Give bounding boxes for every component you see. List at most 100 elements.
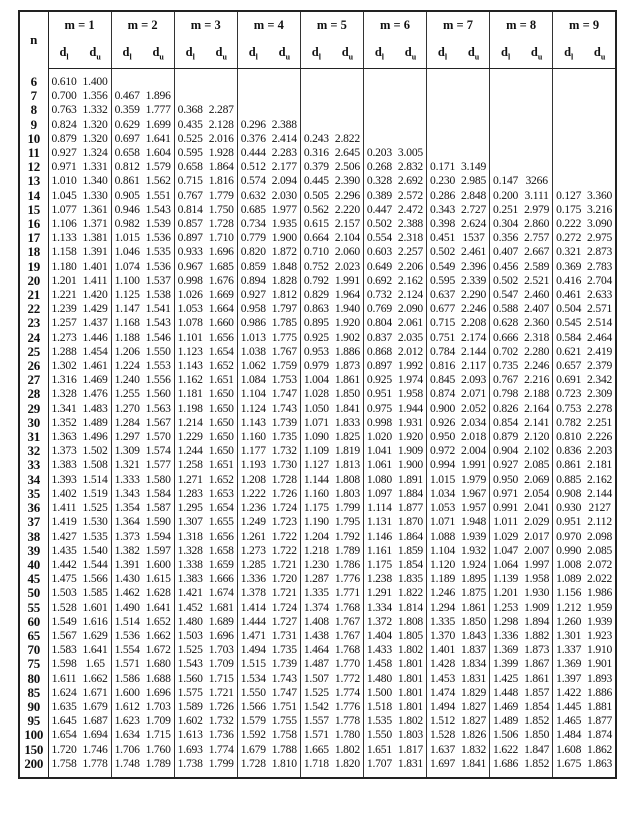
du-value-cell: 1.786 xyxy=(331,557,364,573)
table-row: 32 1.373 1.502 1.309 1.574 1.244 1.650 1.177 1.7… xyxy=(19,444,617,459)
bound-symbol: d xyxy=(59,44,67,59)
du-value-cell: 1.893 xyxy=(584,671,617,686)
du-value-cell: 1.584 xyxy=(142,486,175,502)
dl-value-cell: 0.782 xyxy=(556,415,582,429)
sample-size-cell: 90 xyxy=(19,699,49,715)
du-value-cell: 1.747 xyxy=(268,685,301,700)
du-value-cell: 1.731 xyxy=(268,628,301,644)
du-value-cell: 1.570 xyxy=(142,430,175,445)
sample-size-cell: 22 xyxy=(19,302,49,317)
du-value-cell: 2.181 xyxy=(584,458,617,473)
dl-value-cell: 1.571 xyxy=(114,657,140,671)
du-value-cell: 1.696 xyxy=(142,685,175,700)
du-value-cell: 1.656 xyxy=(205,529,238,544)
sample-size-cell: 26 xyxy=(19,358,49,374)
dl-value-cell: 0.982 xyxy=(114,217,140,231)
dl-value-cell: 0.951 xyxy=(366,387,392,401)
du-value-cell: 2.128 xyxy=(205,117,238,132)
dl-value-cell: 1.550 xyxy=(240,685,266,699)
dl-value-cell: 1.160 xyxy=(240,430,266,444)
du-value-cell: 2127 xyxy=(584,501,617,516)
du-value-cell xyxy=(331,75,364,90)
du-value-cell: 2.873 xyxy=(584,245,617,260)
dl-value-cell: 1.586 xyxy=(114,671,140,685)
dl-value-cell: 1.602 xyxy=(177,714,203,728)
du-value-cell: 1.777 xyxy=(142,103,175,118)
dl-value-cell: 1.097 xyxy=(366,486,392,500)
dl-value-cell: 1.239 xyxy=(51,302,77,316)
dl-value-cell: 1.156 xyxy=(556,586,582,600)
du-value-cell: 1.551 xyxy=(142,188,175,203)
sample-size-cell: 17 xyxy=(19,231,49,246)
dl-value-cell: 1.408 xyxy=(303,614,329,628)
dl-value-cell: 0.779 xyxy=(240,231,266,245)
dl-value-cell: 0.321 xyxy=(556,245,582,259)
du-value-cell: 1.641 xyxy=(79,643,112,658)
sample-size-cell: 35 xyxy=(19,486,49,502)
du-value-cell: 1.652 xyxy=(205,359,238,374)
dl-value-cell: 1.536 xyxy=(114,628,140,642)
dl-value-cell: 0.769 xyxy=(366,302,392,316)
dl-value-cell: 1.307 xyxy=(177,515,203,529)
du-value-cell: 1.585 xyxy=(79,586,112,601)
du-value-cell: 1.808 xyxy=(331,472,364,487)
sample-size-cell: 29 xyxy=(19,401,49,416)
dl-value-cell: 1.393 xyxy=(51,472,77,486)
du-value-cell: 1.822 xyxy=(394,586,427,601)
dl-value-cell: 1.506 xyxy=(493,728,519,742)
dl-value-cell: 1.489 xyxy=(493,714,519,728)
du-value-cell: 1.709 xyxy=(142,714,175,729)
dl-value-cell: 1.675 xyxy=(556,756,582,770)
dl-value-cell: 1.592 xyxy=(240,728,266,742)
dl-value-cell: 1.208 xyxy=(240,472,266,486)
du-value-cell: 2.246 xyxy=(458,302,491,317)
du-value-cell xyxy=(521,75,554,90)
du-value-cell: 1.753 xyxy=(268,373,301,388)
dl-value-cell: 1.336 xyxy=(493,628,519,642)
du-value-cell: 2.093 xyxy=(458,373,491,388)
sample-size-cell: 23 xyxy=(19,316,49,331)
du-value-cell: 1.805 xyxy=(394,628,427,644)
du-value-cell: 1.803 xyxy=(331,486,364,502)
dl-value-cell xyxy=(490,103,522,117)
du-value-cell: 2.339 xyxy=(458,273,491,289)
table-row: 39 1.435 1.540 1.382 1.597 1.328 1.658 1.273 1.7… xyxy=(19,543,617,558)
dl-value-cell: 1.697 xyxy=(429,756,456,770)
sample-size-cell: 65 xyxy=(19,628,49,644)
dl-value-cell: 0.200 xyxy=(493,188,519,202)
du-value-cell: 1.381 xyxy=(79,231,112,246)
dl-value-cell: 0.444 xyxy=(240,146,266,160)
dl-value-cell: 1.686 xyxy=(493,756,519,770)
dl-value-cell: 1.475 xyxy=(51,572,77,586)
dl-value-cell: 1.549 xyxy=(51,614,77,628)
du-value-cell: 1.597 xyxy=(142,543,175,558)
du-value-cell: 2.860 xyxy=(521,217,554,232)
dl-value-cell xyxy=(490,132,522,146)
du-value-cell: 1.910 xyxy=(584,643,617,658)
du-value-cell: 1.437 xyxy=(79,316,112,331)
dl-value-cell: 0.970 xyxy=(556,529,582,543)
du-value-cell: 1.594 xyxy=(142,529,175,544)
table-row: 29 1.341 1.483 1.270 1.563 1.198 1.650 1.124 1.7… xyxy=(19,401,617,416)
dl-value-cell: 0.857 xyxy=(177,217,203,231)
du-value-cell: 1.662 xyxy=(79,671,112,686)
dl-value-cell: 0.525 xyxy=(177,131,203,145)
du-value-cell xyxy=(331,117,364,132)
dl-value-cell: 1.053 xyxy=(177,302,203,316)
dl-value-cell: 0.861 xyxy=(556,458,582,472)
sample-size-cell: 31 xyxy=(19,429,49,445)
dl-value-cell: 0.998 xyxy=(177,273,203,287)
dl-value-cell: 1.364 xyxy=(114,515,140,529)
du-value-cell: 1.556 xyxy=(142,373,175,388)
dl-value-cell xyxy=(427,132,459,146)
sample-size-cell: 14 xyxy=(19,188,49,203)
dl-value-cell: 0.251 xyxy=(493,202,519,216)
du-value-cell: 2.216 xyxy=(521,373,554,388)
du-value-cell: 1.747 xyxy=(268,387,301,402)
dl-value-cell: 1.034 xyxy=(429,486,456,500)
dl-value-cell xyxy=(490,146,522,160)
du-value-cell: 1.739 xyxy=(268,657,301,672)
dl-value-cell: 1.373 xyxy=(51,444,77,458)
dl-value-cell: 1.557 xyxy=(303,714,329,728)
dl-value-cell: 1.414 xyxy=(240,600,266,614)
